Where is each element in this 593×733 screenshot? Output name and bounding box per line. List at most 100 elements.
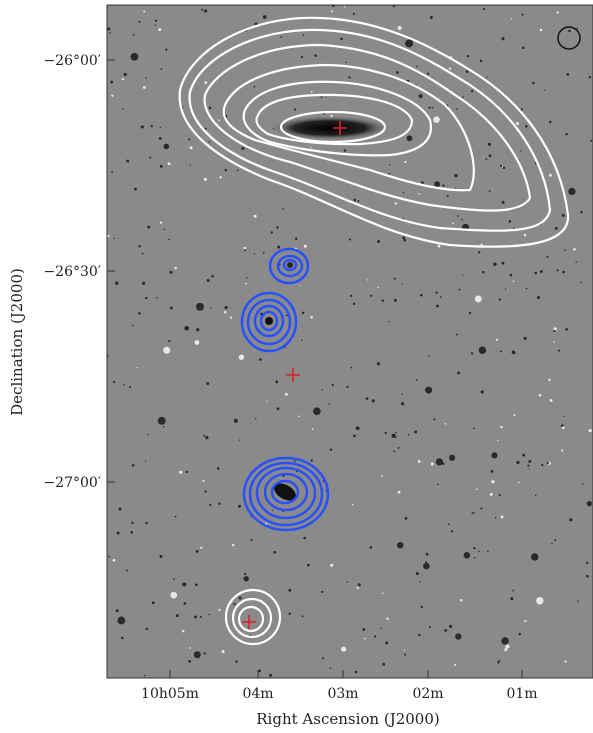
star — [423, 562, 430, 570]
star — [371, 399, 375, 403]
star — [473, 427, 475, 430]
star — [116, 531, 120, 535]
star — [516, 460, 520, 465]
star — [576, 27, 578, 30]
star — [527, 464, 530, 467]
star — [144, 674, 146, 677]
star — [136, 366, 138, 369]
star — [310, 146, 312, 148]
star — [482, 8, 486, 11]
star — [351, 503, 354, 506]
star — [435, 458, 444, 466]
star — [561, 426, 565, 430]
star — [343, 149, 347, 152]
star — [110, 80, 114, 84]
star — [406, 135, 413, 142]
star — [211, 274, 214, 278]
star — [196, 328, 200, 332]
star — [262, 251, 265, 254]
star — [471, 512, 474, 515]
star — [415, 572, 419, 576]
star — [208, 613, 210, 616]
star — [491, 452, 498, 459]
star — [437, 244, 441, 248]
star — [331, 10, 334, 13]
star — [329, 448, 333, 451]
star — [510, 597, 514, 601]
star — [480, 507, 483, 510]
star — [259, 358, 262, 361]
star — [159, 164, 163, 168]
star — [189, 647, 191, 649]
star — [501, 261, 505, 265]
star — [389, 164, 391, 166]
star — [419, 581, 421, 583]
blue-contours — [240, 247, 330, 532]
star — [517, 481, 520, 484]
star — [154, 19, 158, 22]
star — [418, 193, 421, 195]
star — [393, 450, 395, 452]
star — [518, 632, 522, 636]
star — [282, 208, 285, 210]
star — [183, 602, 187, 605]
star — [498, 493, 501, 497]
star — [500, 425, 503, 429]
star — [534, 494, 537, 497]
star — [262, 15, 267, 19]
star — [141, 252, 144, 255]
star — [354, 670, 358, 674]
frame — [106, 4, 593, 679]
star — [420, 605, 424, 609]
star — [138, 20, 141, 23]
star — [451, 530, 454, 533]
star — [300, 339, 303, 342]
star — [346, 385, 349, 388]
star — [418, 94, 423, 99]
star — [531, 553, 539, 561]
star — [421, 181, 424, 185]
star — [174, 266, 177, 270]
star — [401, 283, 403, 285]
star — [488, 154, 492, 158]
star — [108, 555, 111, 558]
star — [523, 233, 527, 237]
star — [128, 385, 132, 389]
star — [170, 591, 178, 599]
star — [189, 146, 193, 150]
star — [431, 106, 434, 109]
star — [380, 627, 382, 630]
star — [580, 210, 583, 214]
star — [485, 158, 488, 161]
star — [253, 85, 256, 88]
y-axis-label: Declination (J2000) — [8, 268, 26, 416]
star — [460, 599, 463, 602]
star — [269, 673, 272, 677]
star — [156, 296, 158, 299]
star — [393, 298, 397, 302]
star — [117, 616, 126, 625]
star — [556, 269, 559, 272]
star — [203, 652, 206, 655]
star — [301, 615, 304, 618]
star — [321, 389, 323, 391]
star — [553, 330, 556, 333]
star — [487, 550, 489, 553]
star — [150, 124, 153, 128]
star — [341, 646, 347, 652]
star — [241, 147, 245, 151]
star — [439, 296, 442, 298]
star — [394, 202, 398, 205]
star — [425, 386, 433, 394]
star — [554, 226, 558, 230]
star — [243, 249, 246, 252]
star — [310, 459, 313, 462]
star — [142, 86, 146, 89]
star — [202, 480, 205, 483]
star — [174, 515, 177, 518]
star — [541, 463, 544, 467]
star — [564, 660, 567, 663]
star — [179, 470, 183, 474]
star — [462, 274, 464, 276]
star — [446, 194, 449, 197]
